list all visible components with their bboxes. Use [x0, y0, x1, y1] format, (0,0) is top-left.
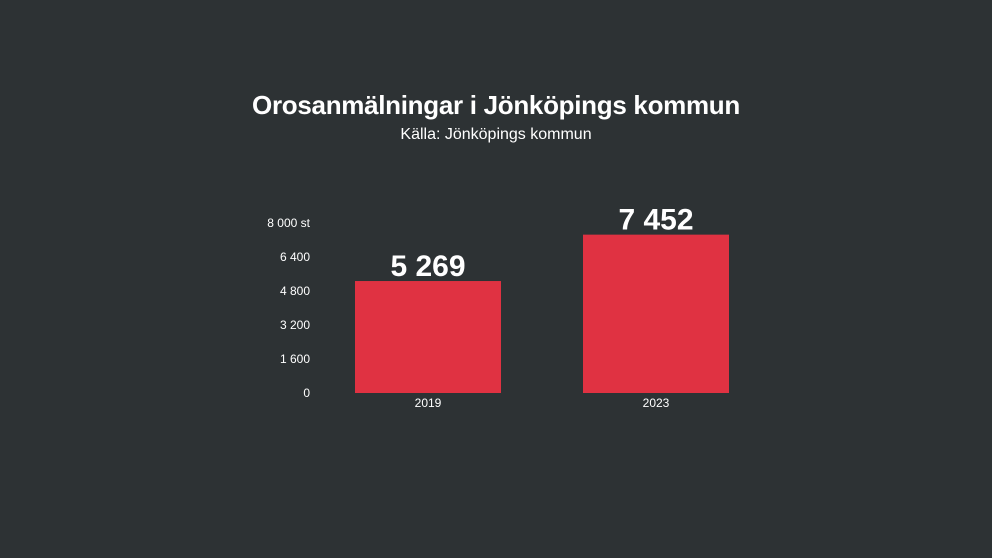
y-tick-label: 8 000 st: [267, 216, 310, 230]
data-label-2023: 7 452: [618, 204, 693, 237]
data-label-2019: 5 269: [390, 250, 465, 283]
chart-title: Orosanmälningar i Jönköpings kommun: [252, 90, 740, 120]
x-category-label: 2023: [643, 396, 670, 410]
chart-subtitle: Källa: Jönköpings kommun: [400, 126, 592, 143]
y-tick-label: 4 800: [280, 284, 310, 298]
y-tick-label: 1 600: [280, 352, 310, 366]
bar-2023: [583, 234, 729, 393]
y-tick-label: 6 400: [280, 250, 310, 264]
bar-2019: [355, 281, 501, 393]
x-category-label: 2019: [415, 396, 442, 410]
y-tick-label: 0: [303, 386, 310, 400]
y-tick-label: 3 200: [280, 318, 310, 332]
